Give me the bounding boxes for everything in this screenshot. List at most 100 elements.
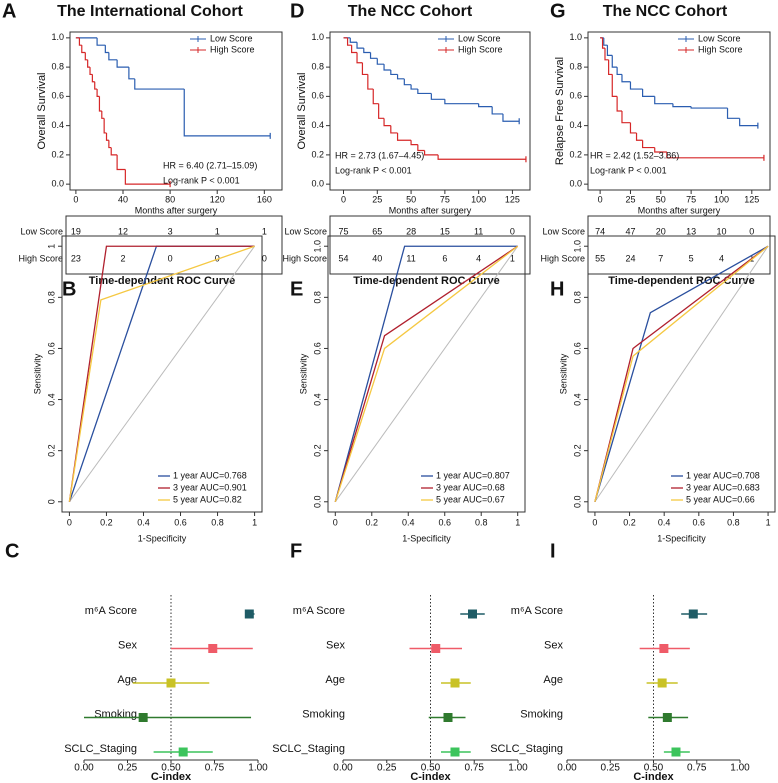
category-label: Sex xyxy=(544,639,563,651)
risk-count: 24 xyxy=(625,253,635,263)
risk-row-label: High Score xyxy=(282,253,327,263)
risk-count: 20 xyxy=(656,226,666,236)
survival-step xyxy=(423,150,439,156)
risk-count: 10 xyxy=(716,226,726,236)
survival-step xyxy=(603,37,608,46)
category-label: SCLC_Staging xyxy=(64,743,137,755)
x-tick-label: 50 xyxy=(406,194,416,204)
x-tick-label: 0 xyxy=(67,517,72,527)
point-estimate xyxy=(178,747,188,757)
x-tick-label: 0.25 xyxy=(118,763,138,774)
panel-letter: G xyxy=(550,0,566,22)
category-label: m⁶A Score xyxy=(511,605,563,617)
survival-step xyxy=(654,147,667,153)
x-axis-label: 1-Specificity xyxy=(657,533,706,543)
x-axis-label: C-index xyxy=(410,771,451,783)
legend-label: 1 year AUC=0.708 xyxy=(686,470,760,480)
risk-table-frame xyxy=(65,215,283,275)
y-axis-label: Overall Survival xyxy=(36,72,48,149)
chart-title: Time-dependent ROC Curve xyxy=(353,275,500,287)
category-label: Age xyxy=(543,674,563,686)
survival-step xyxy=(654,96,673,105)
survival-step xyxy=(349,37,358,43)
x-tick-label: 100 xyxy=(471,194,486,204)
survival-step xyxy=(103,118,107,134)
risk-count: 11 xyxy=(406,253,415,263)
risk-count: 65 xyxy=(372,226,382,236)
risk-count: 1 xyxy=(262,226,267,236)
x-tick-label: 0.25 xyxy=(601,763,621,774)
x-tick-label: 1 xyxy=(252,517,257,527)
survival-step xyxy=(616,96,622,112)
survival-step xyxy=(96,89,100,97)
risk-row-label: High Score xyxy=(18,253,63,263)
x-tick-label: 100 xyxy=(714,194,729,204)
survival-step xyxy=(372,89,379,105)
legend-label: High Score xyxy=(698,44,743,54)
y-axis-label: Sensitivity xyxy=(558,353,568,394)
survival-step xyxy=(444,99,479,105)
reference-diagonal xyxy=(594,245,769,503)
risk-count: 28 xyxy=(406,226,416,236)
x-tick-label: 1.00 xyxy=(248,763,268,774)
survival-step xyxy=(134,78,185,90)
y-tick-label: 0.8 xyxy=(311,61,324,71)
survival-step xyxy=(396,132,412,141)
y-axis-label: Relapse Free Survival xyxy=(554,57,566,165)
survival-step xyxy=(621,111,631,124)
survival-step xyxy=(437,154,526,160)
legend-label: 3 year AUC=0.901 xyxy=(173,482,247,492)
y-axis-label: Sensitivity xyxy=(298,353,308,394)
panel-letter: C xyxy=(5,540,19,562)
survival-step xyxy=(491,106,503,115)
risk-row-label: High Score xyxy=(540,253,585,263)
survival-step xyxy=(383,118,391,127)
survival-step xyxy=(128,67,135,80)
chart-title: The NCC Cohort xyxy=(603,3,728,20)
annotation: Log-rank P < 0.001 xyxy=(590,165,667,175)
annotation: HR = 6.40 (2.71–15.09) xyxy=(163,160,257,170)
y-tick-label: 0.6 xyxy=(312,342,322,355)
survival-step xyxy=(666,151,764,159)
survival-step xyxy=(105,132,109,141)
legend-label: 5 year AUC=0.82 xyxy=(173,494,242,504)
x-tick-label: 0 xyxy=(73,194,78,204)
survival-step xyxy=(739,118,758,127)
x-tick-label: 1.00 xyxy=(508,763,528,774)
survival-step xyxy=(363,48,371,54)
survival-step xyxy=(367,74,374,90)
survival-step xyxy=(430,93,445,100)
point-estimate xyxy=(166,678,176,688)
risk-count: 12 xyxy=(118,226,128,236)
x-tick-label: 0.75 xyxy=(465,763,485,774)
x-tick-label: 75 xyxy=(686,194,696,204)
survival-step xyxy=(94,81,98,90)
x-tick-label: 160 xyxy=(257,194,272,204)
survival-step xyxy=(629,81,643,90)
risk-count: 6 xyxy=(442,253,447,263)
point-estimate xyxy=(208,644,218,653)
survival-step xyxy=(356,42,364,49)
y-tick-label: 0.8 xyxy=(51,61,64,71)
x-tick-label: 80 xyxy=(165,194,175,204)
survival-step xyxy=(110,147,118,156)
survival-step xyxy=(403,78,412,86)
y-tick-label: 0.0 xyxy=(312,496,322,509)
survival-step xyxy=(346,37,352,46)
y-tick-label: 0.4 xyxy=(311,120,324,130)
category-label: Smoking xyxy=(302,708,345,720)
survival-step xyxy=(635,132,643,141)
risk-count: 3 xyxy=(168,226,173,236)
y-tick-label: 0.2 xyxy=(311,149,324,159)
risk-count: 75 xyxy=(339,226,349,236)
survival-step xyxy=(611,74,618,97)
y-tick-label: 0.4 xyxy=(572,393,582,406)
survival-step xyxy=(91,74,95,83)
point-estimate xyxy=(688,609,698,619)
x-tick-label: 1 xyxy=(766,517,771,527)
risk-count: 55 xyxy=(595,253,605,263)
chart-title: The NCC Cohort xyxy=(348,3,473,20)
survival-step xyxy=(108,140,112,149)
risk-count: 0 xyxy=(749,226,754,236)
y-tick-label: 0.6 xyxy=(569,91,582,101)
